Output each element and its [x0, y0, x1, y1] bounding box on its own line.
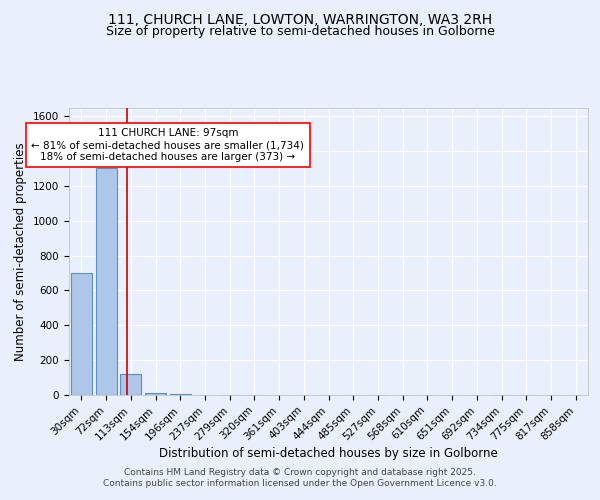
- Text: Contains HM Land Registry data © Crown copyright and database right 2025.
Contai: Contains HM Land Registry data © Crown c…: [103, 468, 497, 487]
- Text: 111 CHURCH LANE: 97sqm
← 81% of semi-detached houses are smaller (1,734)
18% of : 111 CHURCH LANE: 97sqm ← 81% of semi-det…: [31, 128, 304, 162]
- Y-axis label: Number of semi-detached properties: Number of semi-detached properties: [14, 142, 28, 360]
- Bar: [170, 394, 191, 395]
- X-axis label: Distribution of semi-detached houses by size in Golborne: Distribution of semi-detached houses by …: [159, 447, 498, 460]
- Bar: [71, 273, 92, 395]
- Bar: [120, 374, 141, 395]
- Bar: [95, 168, 116, 395]
- Text: Size of property relative to semi-detached houses in Golborne: Size of property relative to semi-detach…: [106, 25, 494, 38]
- Bar: [145, 394, 166, 395]
- Text: 111, CHURCH LANE, LOWTON, WARRINGTON, WA3 2RH: 111, CHURCH LANE, LOWTON, WARRINGTON, WA…: [108, 12, 492, 26]
